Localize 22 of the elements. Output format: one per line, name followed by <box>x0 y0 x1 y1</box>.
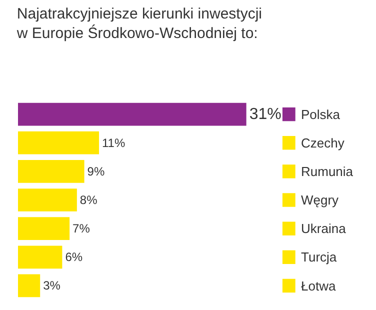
data-label: 6% <box>65 250 83 264</box>
data-label: 3% <box>43 278 61 293</box>
y-tick-label: Rumunia <box>301 164 354 179</box>
data-label: 11% <box>102 136 126 150</box>
data-label: 31% <box>249 106 282 123</box>
y-tick-label: Węgry <box>301 192 340 208</box>
y-tick-label: Polska <box>301 106 341 122</box>
data-label: 9% <box>87 164 105 178</box>
y-tick-label: Czechy <box>301 135 345 150</box>
bar <box>18 160 84 183</box>
data-label: 7% <box>72 222 90 236</box>
y-tick-label: Łotwa <box>301 278 336 294</box>
bar <box>18 246 62 269</box>
y-tick-label: Ukraina <box>301 221 347 236</box>
bar <box>18 274 40 298</box>
bar <box>18 131 100 154</box>
y-tick-label: Turcja <box>301 250 338 265</box>
bar <box>18 188 77 212</box>
bar <box>18 102 246 126</box>
chart-title: Najatrakcyjniejsze kierunki inwestycji w Europie Środkowo-Wschodniej to: <box>16 6 262 42</box>
bar <box>18 217 70 240</box>
data-label: 8% <box>80 193 98 207</box>
